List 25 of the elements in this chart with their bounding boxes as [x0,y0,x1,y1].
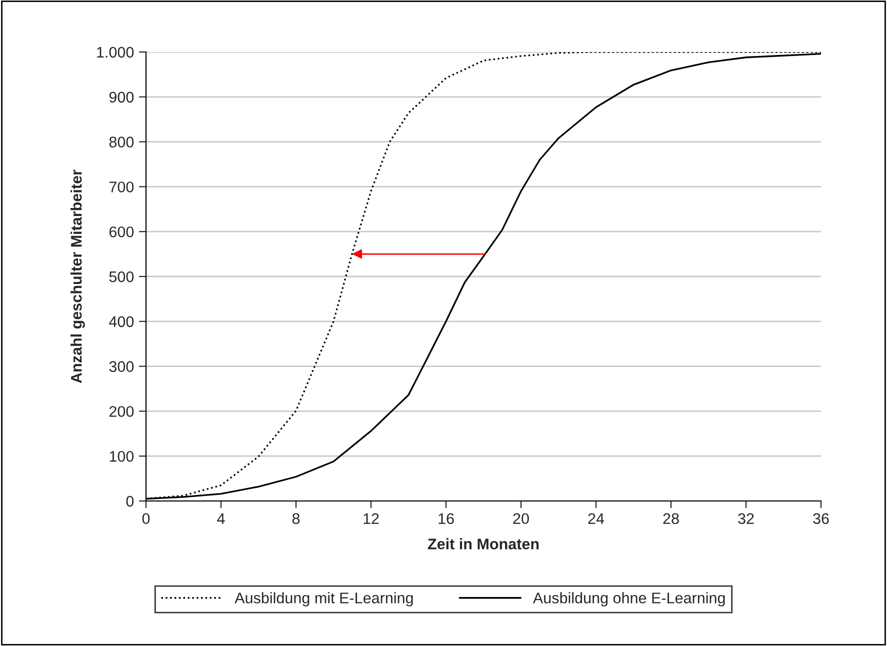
x-axis-title: Zeit in Monaten [428,538,539,550]
x-tick-label: 0 [142,513,150,524]
x-tick-label: 28 [663,513,679,524]
legend-label: Ausbildung ohne E-Learning [532,592,725,606]
y-axis-title: Anzahl geschulter Mitarbeiter [70,170,85,384]
x-tick-label: 4 [217,513,225,524]
y-tick-label: 300 [109,361,134,372]
y-tick-label: 0 [126,496,134,507]
x-tick-label: 16 [438,513,454,524]
x-tick-label: 8 [292,513,300,524]
y-tick-label: 500 [109,271,134,282]
x-tick-label: 20 [513,513,529,524]
y-tick-label: 700 [109,182,134,192]
y-tick-label: 200 [109,406,134,417]
y-tick-label: 400 [109,316,134,328]
x-tick-label: 32 [738,513,754,524]
legend-label: Ausbildung mit E-Learning [234,592,413,606]
x-tick-label: 12 [364,513,379,524]
x-tick-label: 24 [588,513,604,524]
y-tick-label: 800 [109,136,134,148]
y-tick-label: 900 [109,92,134,103]
x-tick-label: 36 [813,513,829,524]
y-tick-label: 1.000 [97,46,134,58]
y-tick-label: 600 [109,226,134,238]
y-tick-label: 100 [110,450,134,462]
